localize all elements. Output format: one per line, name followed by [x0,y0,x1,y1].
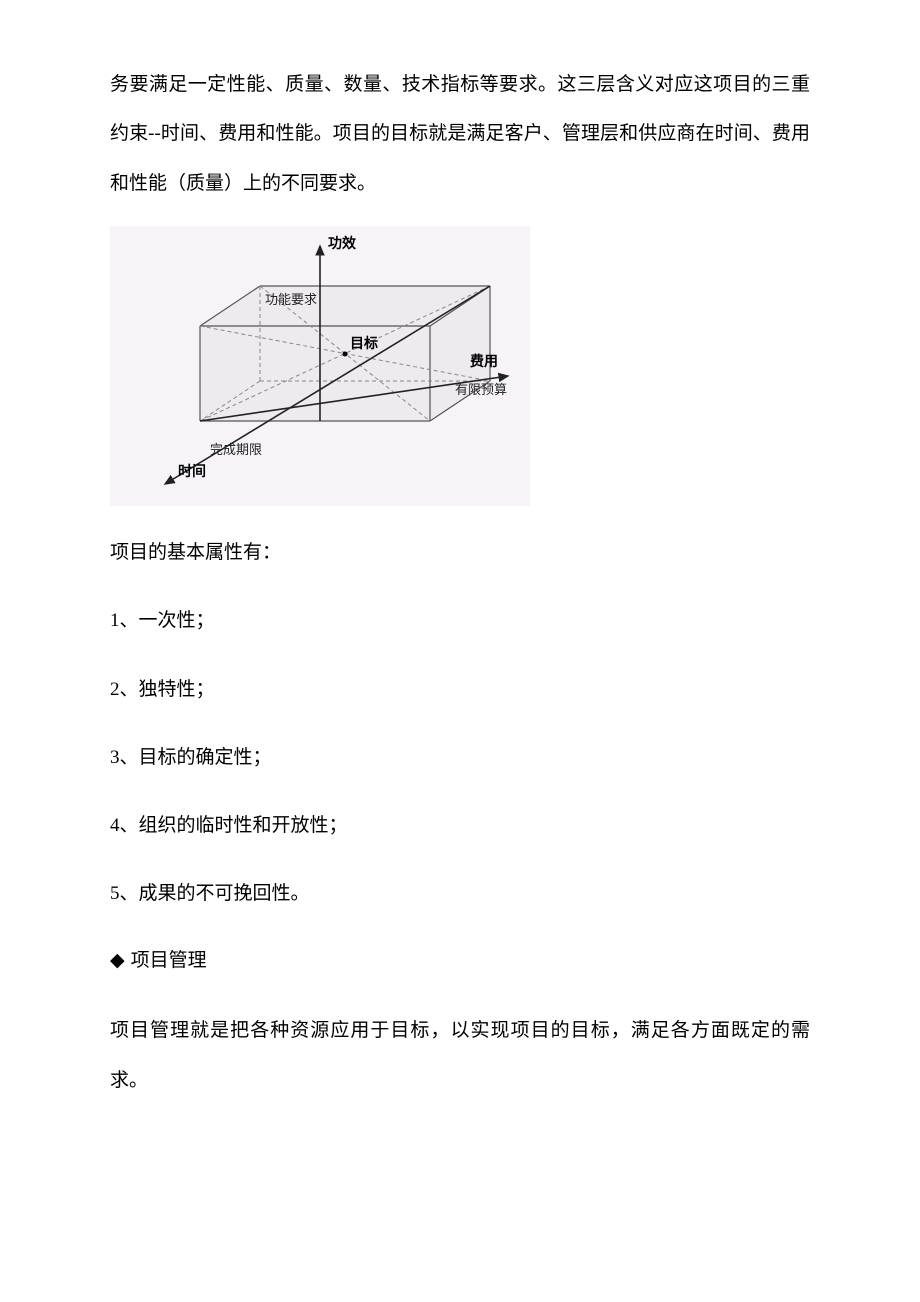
cube-front-face [200,326,430,421]
axis-y-label: 功效 [328,235,357,252]
diamond-bullet-icon: ◆ [110,949,125,972]
attributes-intro: 项目的基本属性有： [110,536,810,570]
axis-x-sublabel: 有限预算 [455,382,507,397]
document-page: 务要满足一定性能、质量、数量、技术指标等要求。这三层含义对应这项目的三重约束--… [0,0,920,1183]
diagram-svg: 功效 功能要求 目标 费用 有限预算 完成期限 时间 [110,226,530,506]
pm-heading-text: 项目管理 [131,950,207,971]
list-item-3: 3、目标的确定性； [110,741,810,775]
axis-x-label: 费用 [470,353,498,370]
pm-heading: ◆ 项目管理 [110,945,810,972]
list-item-1: 1、一次性； [110,604,810,638]
axis-z-sublabel: 完成期限 [210,442,262,457]
axis-z-label: 时间 [178,463,206,480]
list-item-2: 2、独特性； [110,673,810,707]
list-item-4: 4、组织的临时性和开放性； [110,809,810,843]
intro-paragraph: 务要满足一定性能、质量、数量、技术指标等要求。这三层含义对应这项目的三重约束--… [110,60,810,208]
list-item-5: 5、成果的不可挽回性。 [110,877,810,911]
pm-body: 项目管理就是把各种资源应用于目标，以实现项目的目标，满足各方面既定的需求。 [110,1006,810,1105]
axis-y-sublabel: 功能要求 [265,292,317,307]
center-label: 目标 [350,335,378,352]
triple-constraint-diagram: 功效 功能要求 目标 费用 有限预算 完成期限 时间 [110,226,530,506]
target-point [343,352,348,357]
